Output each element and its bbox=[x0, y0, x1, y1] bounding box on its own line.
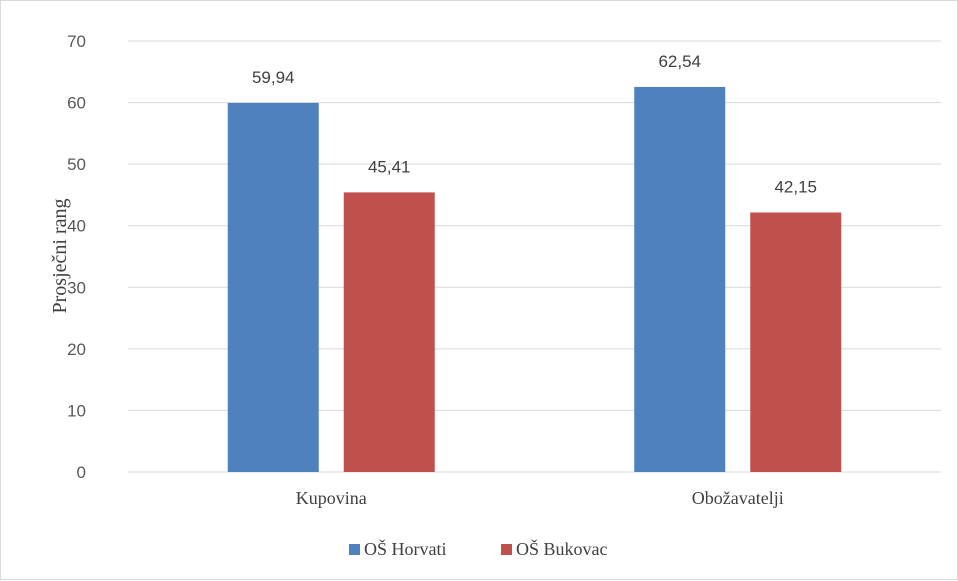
y-tick-label: 0 bbox=[77, 463, 86, 482]
legend-label: OŠ Bukovac bbox=[516, 538, 608, 559]
y-tick-label: 60 bbox=[67, 94, 86, 113]
y-tick-label: 50 bbox=[67, 155, 86, 174]
data-label: 59,94 bbox=[252, 68, 295, 87]
data-label: 45,41 bbox=[368, 157, 411, 176]
y-axis-title: Prosječni rang bbox=[49, 199, 71, 314]
legend-label: OŠ Horvati bbox=[364, 538, 447, 559]
y-tick-label: 30 bbox=[67, 278, 86, 297]
data-label: 62,54 bbox=[658, 52, 701, 71]
data-labels: 59,94 45,41 62,54 42,15 bbox=[252, 52, 817, 197]
y-tick-label: 70 bbox=[67, 32, 86, 51]
bar-horvati-1 bbox=[227, 102, 319, 472]
legend-swatch bbox=[501, 544, 512, 555]
legend-swatch bbox=[349, 544, 360, 555]
category-label: Kupovina bbox=[296, 488, 367, 508]
y-tick-label: 20 bbox=[67, 340, 86, 359]
bar-horvati-2 bbox=[634, 86, 726, 473]
y-tick-labels: 0 10 20 30 40 50 60 70 bbox=[67, 32, 86, 482]
y-tick-label: 40 bbox=[67, 217, 86, 236]
category-labels: Kupovina Obožavatelji bbox=[296, 488, 784, 508]
category-label: Obožavatelji bbox=[692, 488, 784, 508]
data-label: 42,15 bbox=[774, 177, 817, 196]
bar-bukovac-1 bbox=[343, 192, 435, 472]
legend: OŠ Horvati OŠ Bukovac bbox=[349, 538, 608, 559]
bars bbox=[227, 86, 842, 473]
y-tick-label: 10 bbox=[67, 401, 86, 420]
bar-bukovac-2 bbox=[750, 212, 842, 472]
